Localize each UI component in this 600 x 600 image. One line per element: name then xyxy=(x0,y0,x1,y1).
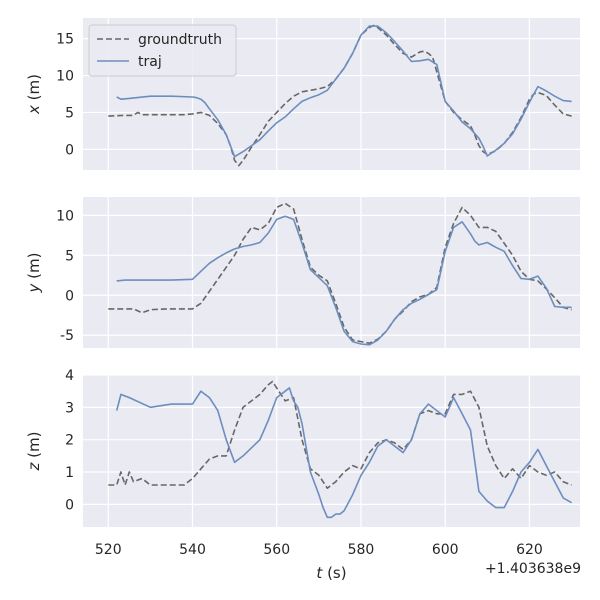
y-axis-label-unit: (m) xyxy=(25,432,43,463)
y-axis-label-var: x xyxy=(25,105,43,115)
y-tick-label: 3 xyxy=(65,400,74,416)
legend-label-traj: traj xyxy=(138,54,162,70)
series-line-traj xyxy=(115,387,572,519)
legend: groundtruth traj xyxy=(88,24,237,77)
x-axis-label: t (s) xyxy=(316,564,346,582)
series-line-traj xyxy=(116,215,572,346)
y-tick-label: 0 xyxy=(65,142,74,158)
x-tick-label: 520 xyxy=(95,542,122,558)
x-tick-label: 560 xyxy=(263,542,290,558)
y-tick-label: 10 xyxy=(56,208,74,224)
legend-frame xyxy=(88,24,237,77)
x-tick-label: 600 xyxy=(432,542,459,558)
legend-label-groundtruth: groundtruth xyxy=(138,32,222,48)
x-offset-text: +1.403638e9 xyxy=(485,561,581,577)
y-axis-label-var: y xyxy=(25,282,43,293)
y-tick-label: 4 xyxy=(65,368,74,384)
series-line-groundtruth xyxy=(108,380,572,490)
x-axis-label-var: t xyxy=(316,564,323,582)
panel-z: 0 1 2 3 4 z (m) xyxy=(25,368,580,527)
series-line-groundtruth xyxy=(108,202,572,345)
x-tick-label: 580 xyxy=(348,542,375,558)
series-line-traj xyxy=(116,25,572,158)
y-axis-label-unit: (m) xyxy=(25,74,43,105)
y-tick-label: 10 xyxy=(56,69,74,85)
y-tick-label: 15 xyxy=(56,32,74,48)
y-axis-label: x (m) xyxy=(25,74,43,115)
plot-area-z xyxy=(83,375,580,527)
panel-y: -5 0 5 10 y (m) xyxy=(25,197,580,348)
panel-x: 0 5 10 15 x (m) groundtruth traj xyxy=(25,18,580,170)
x-tick-label: 620 xyxy=(516,542,543,558)
y-axis-label-unit: (m) xyxy=(25,253,43,284)
y-tick-label: 0 xyxy=(65,288,74,304)
y-axis-label: y (m) xyxy=(25,253,43,294)
y-tick-label: 0 xyxy=(65,497,74,513)
y-tick-label: 2 xyxy=(65,433,74,449)
y-axis-label: z (m) xyxy=(25,432,43,472)
y-tick-label: 5 xyxy=(65,105,74,121)
x-axis-label-unit: (s) xyxy=(322,564,346,582)
y-tick-label: 5 xyxy=(65,248,74,264)
y-tick-label: -5 xyxy=(60,328,74,344)
plot-area-y xyxy=(83,197,580,348)
x-tick-label: 540 xyxy=(179,542,206,558)
y-tick-label: 1 xyxy=(65,465,74,481)
y-axis-label-var: z xyxy=(25,461,43,471)
